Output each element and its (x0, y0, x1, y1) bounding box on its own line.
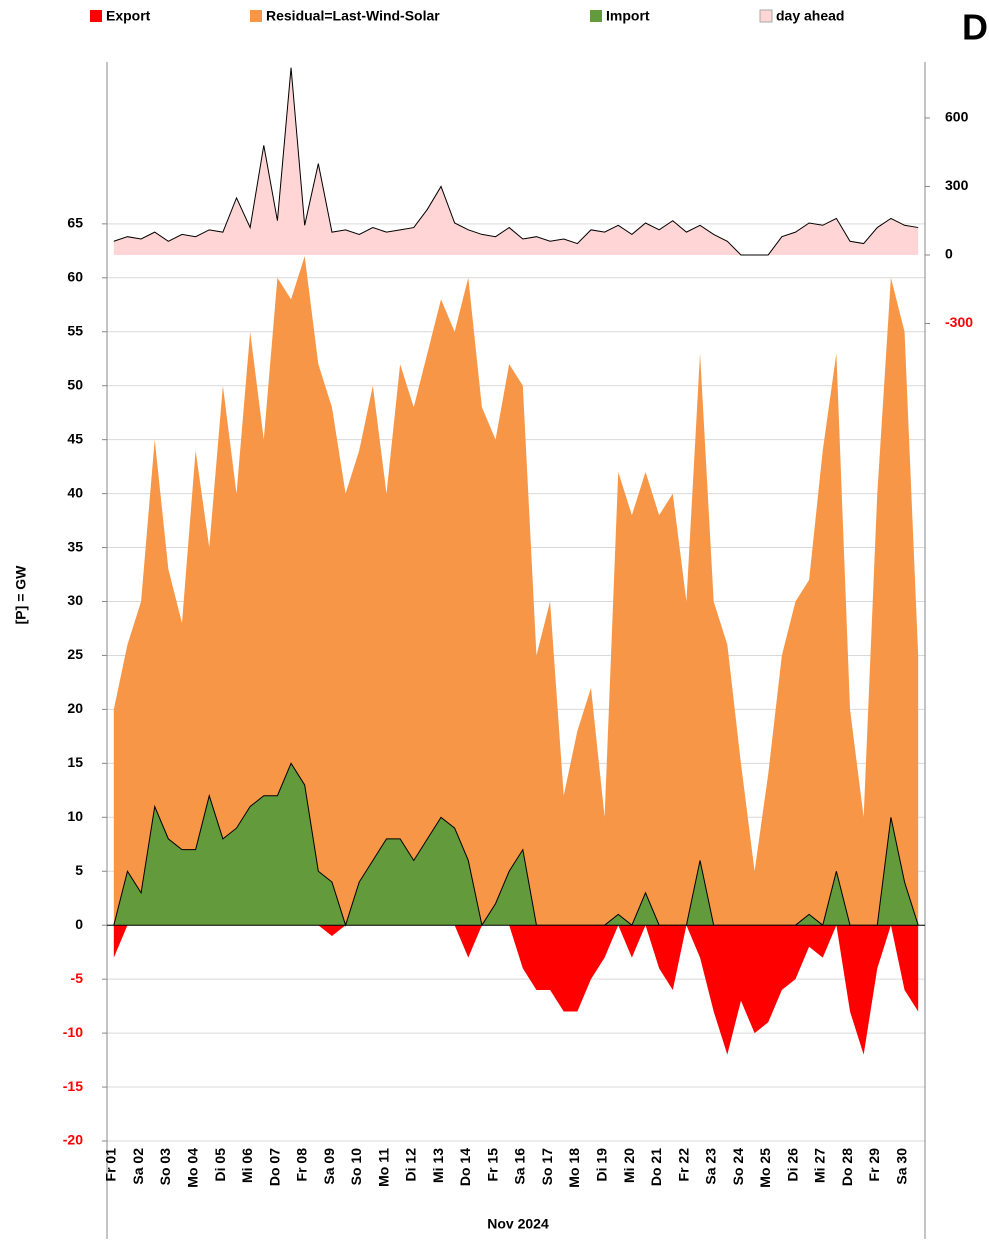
y-tick-label: 60 (67, 269, 83, 285)
y-tick-label: 35 (67, 538, 83, 554)
x-tick-label: Mo 25 (757, 1148, 773, 1188)
x-tick-label: Fr 22 (675, 1148, 691, 1182)
area (113, 925, 919, 1055)
x-axis-label: Nov 2024 (487, 1216, 549, 1232)
y-tick-label: 50 (67, 376, 83, 392)
x-tick-label: So 24 (730, 1148, 746, 1186)
x-tick-label: Sa 02 (130, 1148, 146, 1185)
legend-swatch (250, 10, 262, 22)
legend-swatch (90, 10, 102, 22)
x-tick-label: Sa 16 (512, 1148, 528, 1185)
x-tick-label: Mo 11 (375, 1148, 391, 1187)
x-tick-label: Fr 29 (866, 1148, 882, 1182)
y-axis-label: [P] = GW (13, 565, 29, 625)
x-tick-label: Do 28 (839, 1148, 855, 1186)
y2-tick-label: 300 (945, 177, 969, 193)
area-outline (113, 67, 919, 256)
legend-label: Export (106, 8, 151, 24)
x-tick-label: Sa 23 (703, 1148, 719, 1185)
x-tick-label: Mi 20 (621, 1148, 637, 1183)
y-tick-label: 15 (67, 754, 83, 770)
x-tick-label: Sa 30 (893, 1148, 909, 1185)
chart-title: D (962, 7, 988, 48)
x-tick-label: Sa 09 (321, 1148, 337, 1185)
x-tick-label: Fr 15 (484, 1148, 500, 1182)
y-tick-label: 25 (67, 646, 83, 662)
y-tick-label: 5 (75, 862, 83, 878)
y2-tick-label: 600 (945, 109, 969, 125)
y2-tick-label: 0 (945, 246, 953, 262)
legend-swatch (590, 10, 602, 22)
legend-swatch (759, 9, 773, 23)
x-tick-label: Do 21 (648, 1148, 664, 1186)
y2-tick-label: -300 (945, 314, 973, 330)
y-tick-label: 20 (67, 700, 83, 716)
x-tick-label: Mi 27 (812, 1148, 828, 1183)
y-tick-label: -10 (63, 1024, 83, 1040)
y-tick-label: 45 (67, 430, 83, 446)
y-tick-label: -20 (63, 1132, 83, 1148)
x-tick-label: Fr 08 (294, 1148, 310, 1182)
y-tick-label: 40 (67, 484, 83, 500)
x-tick-label: Fr 01 (103, 1148, 119, 1182)
legend-label: Import (606, 8, 650, 24)
x-tick-label: Di 05 (212, 1148, 228, 1182)
x-tick-label: Mi 13 (430, 1148, 446, 1183)
area (113, 763, 919, 926)
y-tick-label: -15 (63, 1078, 83, 1094)
x-tick-label: Di 19 (594, 1148, 610, 1182)
legend-label: day ahead (776, 8, 844, 24)
x-tick-label: So 10 (348, 1148, 364, 1186)
y-tick-label: 55 (67, 322, 83, 338)
legend-label: Residual=Last-Wind-Solar (266, 8, 440, 24)
x-tick-label: Mo 04 (185, 1148, 201, 1188)
x-tick-label: Di 26 (784, 1148, 800, 1182)
area (113, 67, 919, 255)
x-tick-label: Mi 06 (239, 1148, 255, 1183)
y-tick-label: 10 (67, 808, 83, 824)
y-tick-label: 0 (75, 916, 83, 932)
x-tick-label: So 17 (539, 1148, 555, 1186)
x-tick-label: Mo 18 (566, 1148, 582, 1188)
area (113, 256, 919, 926)
y-tick-label: 65 (67, 215, 83, 231)
y-tick-label: 30 (67, 592, 83, 608)
x-tick-label: Do 14 (457, 1148, 473, 1186)
x-tick-label: So 03 (157, 1148, 173, 1186)
x-tick-label: Do 07 (266, 1148, 282, 1186)
x-tick-label: Di 12 (403, 1148, 419, 1182)
y-tick-label: -5 (71, 970, 84, 986)
